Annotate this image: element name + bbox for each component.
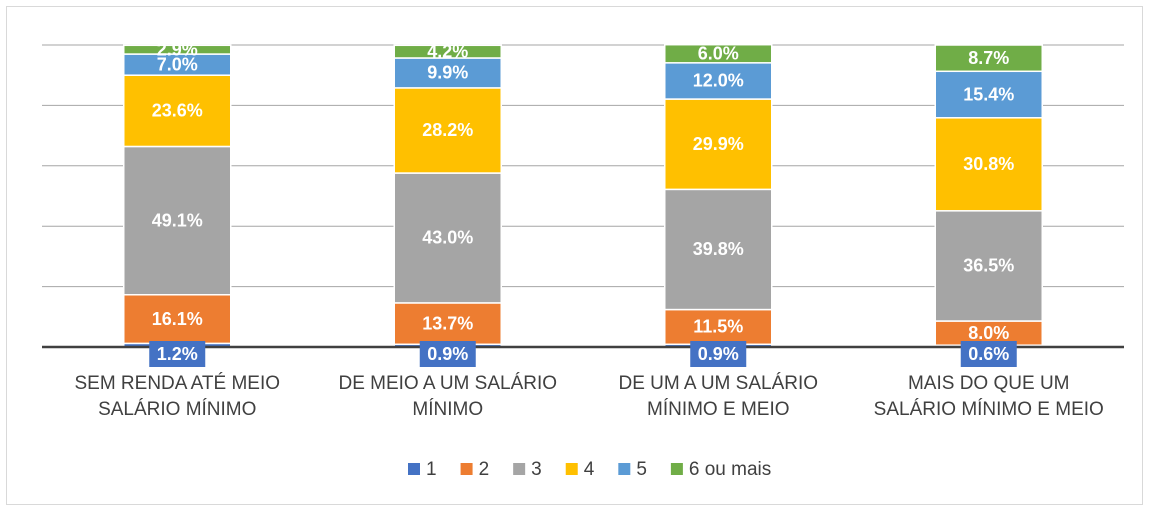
data-label-box [419,341,476,367]
x-tick-label-line: MÍNIMO E MEIO [647,399,790,420]
data-label: 9.9% [427,63,468,83]
legend-label: 5 [636,459,647,480]
data-label: 6.0% [698,44,739,64]
bar-segment [123,44,232,55]
bar-segment [393,87,502,174]
legend-swatch [513,463,526,475]
bar-segment [934,70,1043,119]
bar-segment [934,210,1043,322]
data-label: 29.9% [693,134,744,154]
data-label: 28.2% [422,120,473,140]
bar-segment [123,74,232,148]
data-label: 2.9% [157,39,198,59]
data-label: 8.0% [968,323,1009,343]
bar-segment [393,172,502,304]
bar-segment [123,294,232,345]
data-label-box [960,341,1017,367]
data-label: 49.1% [152,210,203,230]
x-tick-label-line: SEM RENDA ATÉ MEIO [74,373,280,394]
legend-label: 4 [584,459,595,480]
data-label: 0.6% [968,344,1009,364]
bar-segment [934,117,1043,212]
data-label: 11.5% [693,317,743,337]
data-label: 0.9% [427,344,468,364]
legend-label: 2 [479,459,490,480]
x-tick-label-line: DE UM A UM SALÁRIO [618,373,818,394]
data-label: 36.5% [963,256,1014,276]
data-label: 23.6% [152,101,203,121]
data-label-box [690,341,747,367]
data-label: 39.8% [693,239,744,259]
x-tick-label-line: SALÁRIO MÍNIMO [98,399,256,420]
legend-swatch [618,463,631,475]
data-label: 8.7% [968,48,1009,68]
bar-segment [123,145,232,296]
x-tick-label-line: DE MEIO A UM SALÁRIO [338,373,557,394]
x-tick-label: DE UM A UM SALÁRIO MÍNIMO E MEIO [618,373,818,420]
legend-label: 3 [531,459,542,480]
x-tick-label-line: MÍNIMO [412,399,483,420]
data-label: 0.9% [698,344,739,364]
bar-segment [393,44,502,59]
data-label: 4.2% [427,41,468,61]
data-label-box [149,341,206,367]
data-label: 7.0% [157,54,198,74]
data-label: 13.7% [422,313,473,333]
legend-label: 6 ou mais [689,459,771,480]
legend-swatch [408,463,420,475]
bar-segment [664,188,773,311]
legend-swatch [670,463,683,475]
data-label: 16.1% [152,309,203,329]
legend-swatch [565,463,578,475]
data-label: 1.2% [157,344,198,364]
bar-segment [664,62,773,100]
legend-label: 1 [426,459,437,480]
x-tick-label: DE MEIO A UM SALÁRIO MÍNIMO [338,373,557,420]
bar-segment [664,98,773,191]
data-label: 43.0% [422,228,473,248]
x-tick-label: MAIS DO QUE UM SALÁRIO MÍNIMO E MEIO [874,373,1104,420]
data-label: 12.0% [693,71,744,91]
bar-segment [664,43,773,64]
x-tick-label-line: MAIS DO QUE UM [908,373,1070,394]
x-tick-label: SEM RENDA ATÉ MEIO SALÁRIO MÍNIMO [74,373,280,420]
data-label: 30.8% [963,154,1014,174]
legend-swatch [460,463,473,475]
bar-segment [934,44,1043,73]
data-label: 15.4% [963,84,1014,104]
x-tick-label-line: SALÁRIO MÍNIMO E MEIO [874,399,1104,420]
